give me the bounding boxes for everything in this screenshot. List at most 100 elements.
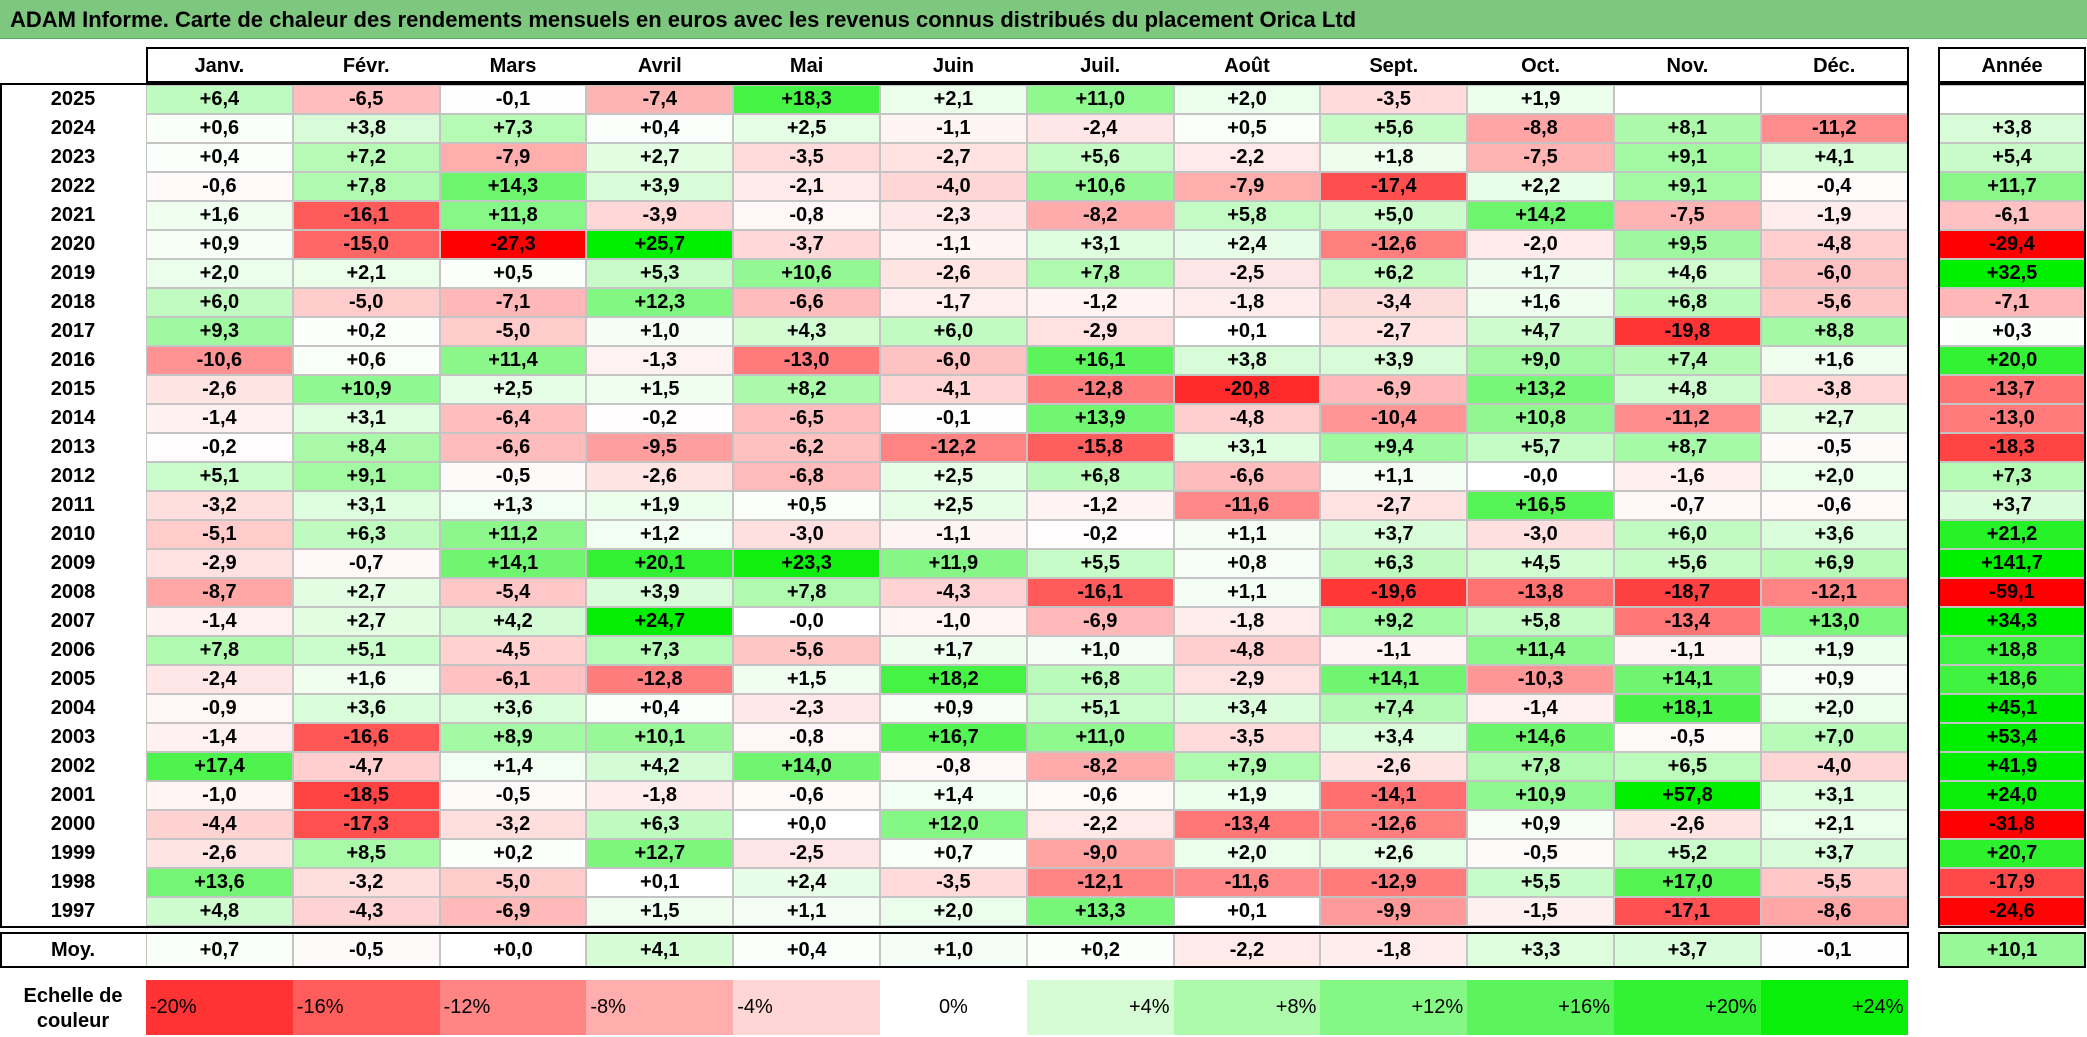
legend-step: -8% — [586, 980, 734, 1035]
heatmap-cell: -20,8 — [1173, 375, 1321, 404]
heatmap-cell: +3,8 — [1173, 346, 1321, 375]
heatmap-cell: +14,1 — [439, 549, 587, 578]
heatmap-cell: -7,4 — [586, 85, 734, 114]
heatmap-cell: +16,7 — [880, 723, 1027, 752]
heatmap-cell: -13,4 — [1173, 810, 1321, 839]
heatmap-cell: +13,3 — [1026, 897, 1174, 926]
heatmap-cell: +5,8 — [1173, 201, 1321, 230]
heatmap-cell: +1,6 — [1467, 288, 1614, 317]
heatmap-cell: +5,2 — [1614, 839, 1761, 868]
heatmap-cell: +2,0 — [1173, 85, 1321, 114]
heatmap-cell: +18,3 — [733, 85, 880, 114]
average-cell: -0,1 — [1760, 932, 1908, 968]
heatmap-cell: +7,8 — [733, 578, 880, 607]
heatmap-cell: +6,0 — [146, 288, 293, 317]
heatmap-cell: -1,1 — [1614, 636, 1761, 665]
row-label: 2009 — [50, 552, 96, 574]
heatmap-cell: +8,7 — [1614, 433, 1761, 462]
heatmap-cell: +3,1 — [292, 404, 440, 433]
annual-cell: +0,3 — [1938, 317, 2086, 346]
row-label: 2002 — [50, 755, 96, 777]
heatmap-cell: -4,3 — [292, 897, 440, 926]
legend-step: -4% — [733, 980, 880, 1035]
heatmap-cell: +3,7 — [1760, 839, 1908, 868]
heatmap-cell: -6,6 — [439, 433, 587, 462]
heatmap-cell: -7,5 — [1614, 201, 1761, 230]
heatmap-cell: +10,9 — [292, 375, 440, 404]
heatmap-cell: +13,6 — [146, 868, 293, 897]
heatmap-cell: -4,3 — [880, 578, 1027, 607]
heatmap-cell: +0,7 — [880, 839, 1027, 868]
heatmap-cell: +5,5 — [1026, 549, 1174, 578]
row-label: 2019 — [50, 262, 96, 284]
heatmap-cell: +10,6 — [1026, 172, 1174, 201]
heatmap-cell: -6,4 — [439, 404, 587, 433]
heatmap-cell: -6,5 — [733, 404, 880, 433]
heatmap-cell: -0,7 — [1614, 491, 1761, 520]
annual-cell: +24,0 — [1938, 781, 2086, 810]
heatmap-cell: -1,8 — [586, 781, 734, 810]
heatmap-cell: -6,5 — [292, 85, 440, 114]
heatmap-cell: +4,5 — [1467, 549, 1614, 578]
row-label: 2024 — [50, 117, 96, 139]
heatmap-cell: -4,4 — [146, 810, 293, 839]
average-cell: +0,2 — [1026, 932, 1174, 968]
heatmap-cell: +7,2 — [292, 143, 440, 172]
heatmap-cell: +3,9 — [586, 578, 734, 607]
heatmap-cell: +7,4 — [1320, 694, 1468, 723]
heatmap-cell: -3,4 — [1320, 288, 1468, 317]
heatmap-cell: +3,6 — [439, 694, 587, 723]
heatmap-cell: +11,8 — [439, 201, 587, 230]
heatmap-cell: -0,2 — [1026, 520, 1174, 549]
heatmap-cell: -2,7 — [1320, 317, 1468, 346]
heatmap-cell: +2,5 — [880, 462, 1027, 491]
heatmap-cell: +17,4 — [146, 752, 293, 781]
row-label: 2001 — [50, 784, 96, 806]
heatmap-cell: -1,9 — [1760, 201, 1908, 230]
row-label: 2006 — [50, 639, 96, 661]
heatmap-cell: +7,8 — [146, 636, 293, 665]
heatmap-cell: -19,6 — [1320, 578, 1468, 607]
annual-header: Année — [1981, 54, 2043, 77]
heatmap-cell: +0,4 — [586, 694, 734, 723]
heatmap-cell: +1,6 — [1760, 346, 1908, 375]
heatmap-cell: +3,1 — [292, 491, 440, 520]
heatmap-cell: -16,1 — [1026, 578, 1174, 607]
annual-cell: +11,7 — [1938, 172, 2086, 201]
heatmap-cell: +5,8 — [1467, 607, 1614, 636]
heatmap-cell: -2,2 — [1173, 143, 1321, 172]
heatmap-cell: -13,8 — [1467, 578, 1614, 607]
annual-cell — [1938, 85, 2086, 114]
heatmap-cell: +1,7 — [880, 636, 1027, 665]
heatmap-cell: -16,6 — [292, 723, 440, 752]
average-cell: +0,4 — [733, 932, 880, 968]
heatmap-cell: -0,5 — [1760, 433, 1908, 462]
heatmap-cell: -12,9 — [1320, 868, 1468, 897]
heatmap-cell: +4,8 — [1614, 375, 1761, 404]
heatmap-cell: +0,1 — [1173, 897, 1321, 926]
heatmap-cell: -1,1 — [880, 520, 1027, 549]
heatmap-cell: +4,2 — [439, 607, 587, 636]
heatmap-cell: +0,0 — [733, 810, 880, 839]
heatmap-cell: -6,1 — [439, 665, 587, 694]
heatmap-cell: -9,5 — [586, 433, 734, 462]
legend-step: +20% — [1614, 980, 1761, 1035]
heatmap-cell: +2,4 — [733, 868, 880, 897]
heatmap-cell: -3,5 — [880, 868, 1027, 897]
heatmap-cell: +3,6 — [1760, 520, 1908, 549]
heatmap-cell: -7,9 — [439, 143, 587, 172]
heatmap-cell: +6,9 — [1760, 549, 1908, 578]
heatmap-cell: -6,0 — [1760, 259, 1908, 288]
heatmap-cell: -3,0 — [1467, 520, 1614, 549]
heatmap-cell: -2,6 — [586, 462, 734, 491]
heatmap-cell: -10,4 — [1320, 404, 1468, 433]
heatmap-cell: -1,8 — [1173, 607, 1321, 636]
heatmap-cell: -2,9 — [1026, 317, 1174, 346]
heatmap-cell: +0,6 — [292, 346, 440, 375]
heatmap-cell: +6,3 — [1320, 549, 1468, 578]
heatmap-cell: +2,7 — [586, 143, 734, 172]
heatmap-cell: -1,1 — [880, 230, 1027, 259]
heatmap-cell: +5,1 — [1026, 694, 1174, 723]
annual-cell: -7,1 — [1938, 288, 2086, 317]
heatmap-cell: -5,6 — [733, 636, 880, 665]
